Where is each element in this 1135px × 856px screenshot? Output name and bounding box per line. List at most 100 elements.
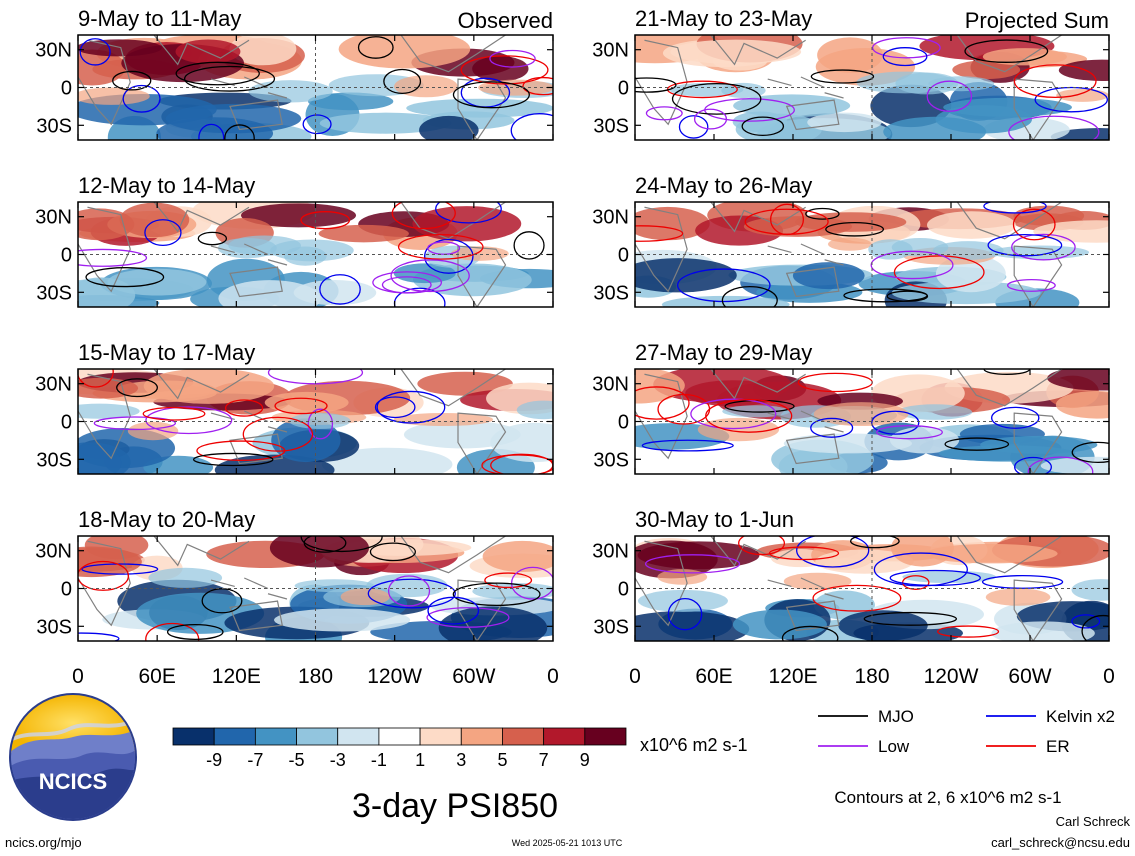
wave-contours (635, 202, 1076, 307)
legend-item: Low (818, 737, 910, 756)
ncics-logo: NCICS (9, 693, 137, 821)
lat-tick-label: 30S (36, 115, 72, 137)
lat-tick-label: 0 (61, 245, 72, 267)
panel-corner-label: Observed (458, 8, 553, 33)
lon-tick-label: 0 (1103, 665, 1115, 688)
lat-tick-label: 0 (618, 579, 629, 601)
lon-tick-label: 60W (1008, 665, 1051, 688)
colorbar-units: x10^6 m2 s-1 (640, 735, 748, 755)
map-panel: 30N 0 30S 15-May to 17-May (35, 340, 554, 475)
colorbar-label: 3 (456, 750, 466, 770)
psi850-anomaly-field (635, 369, 1109, 474)
colorbar-swatch (378, 727, 421, 746)
legend-label: ER (1046, 737, 1070, 756)
contour-legend: MJO Kelvin x2 Low ER (818, 707, 1115, 756)
colorbar-label: 1 (415, 750, 425, 770)
lat-tick-label: 30N (35, 541, 72, 563)
lon-tick-label: 120W (924, 665, 979, 688)
colorbar-swatch (254, 727, 297, 746)
colorbar-label: -7 (247, 750, 263, 770)
colorbar-label: -9 (206, 750, 222, 770)
coastlines (635, 536, 1063, 641)
lat-tick-label: 0 (61, 412, 72, 434)
lat-tick-label: 30N (35, 40, 72, 62)
lon-tick-label: 120W (367, 665, 422, 688)
wave-contours (78, 536, 553, 641)
colorbar-swatch (419, 727, 462, 746)
psi850-anomaly-field (635, 35, 1109, 140)
contour-note: Contours at 2, 6 x10^6 m2 s-1 (834, 788, 1061, 807)
wave-contours (79, 36, 553, 140)
logo-text: NCICS (39, 769, 107, 794)
legend-item: MJO (818, 707, 914, 726)
lat-tick-label: 30S (593, 282, 629, 304)
lat-tick-label: 30S (593, 616, 629, 638)
lat-tick-label: 30S (36, 282, 72, 304)
colorbar-label: 7 (539, 750, 549, 770)
lat-tick-label: 30S (593, 115, 629, 137)
lat-tick-label: 30S (36, 449, 72, 471)
map-panel: 30N 0 30S 9-May to 11-May Observed (35, 6, 554, 141)
psi850-anomaly-field (635, 202, 1109, 307)
psi850-anomaly-field (635, 536, 1109, 641)
coastlines (78, 369, 507, 474)
panel-title: 9-May to 11-May (78, 6, 241, 31)
panel-title: 12-May to 14-May (78, 173, 255, 198)
legend-item: Kelvin x2 (986, 707, 1115, 726)
panel-grid: 30N 0 30S 9-May to 11-May Observed 30N 0 30S 12-… (35, 6, 1110, 642)
map-panel: 30N 0 30S 21-May to 23-May Projected Sum (592, 6, 1110, 141)
lat-tick-label: 30S (36, 616, 72, 638)
panel-title: 30-May to 1-Jun (635, 507, 794, 532)
chart-title: 3-day PSI850 (352, 787, 558, 825)
site-link[interactable]: ncics.org/mjo (5, 835, 82, 850)
lat-tick-label: 0 (618, 78, 629, 100)
legend-label: Low (878, 737, 910, 756)
wave-contours (635, 369, 1109, 474)
lon-tick-label: 120E (212, 665, 261, 688)
coastlines (78, 202, 507, 307)
lat-tick-label: 30N (35, 374, 72, 396)
map-panel: 30N 0 30S 18-May to 20-May (35, 507, 554, 642)
coastlines (635, 35, 1063, 140)
psi850-anomaly-field (78, 202, 553, 307)
psi850-anomaly-field (78, 35, 553, 140)
colorbar-label: -5 (289, 750, 305, 770)
panel-title: 21-May to 23-May (635, 6, 812, 31)
legend-label: Kelvin x2 (1046, 707, 1115, 726)
colorbar-swatch (543, 727, 586, 746)
lon-tick-label: 60W (452, 665, 495, 688)
colorbar-label: -3 (330, 750, 346, 770)
lat-tick-label: 0 (61, 579, 72, 601)
wave-contours (635, 37, 1108, 140)
coastlines (635, 202, 1063, 307)
wave-contours (78, 202, 545, 307)
colorbar-swatch (337, 727, 380, 746)
lat-tick-label: 30S (593, 449, 629, 471)
lon-tick-label: 180 (854, 665, 889, 688)
lat-tick-label: 30N (35, 207, 72, 229)
coastlines (635, 369, 1063, 474)
lat-tick-label: 30N (592, 374, 629, 396)
lon-tick-label: 120E (768, 665, 817, 688)
colorbar-label: 9 (580, 750, 590, 770)
lat-tick-label: 30N (592, 207, 629, 229)
panel-title: 24-May to 26-May (635, 173, 812, 198)
lat-tick-label: 0 (61, 78, 72, 100)
timestamp: Wed 2025-05-21 1013 UTC (512, 838, 623, 848)
lat-tick-label: 0 (618, 245, 629, 267)
lon-tick-label: 0 (72, 665, 84, 688)
colorbar-swatch (460, 727, 503, 746)
legend-label: MJO (878, 707, 914, 726)
author-email[interactable]: carl_schreck@ncsu.edu (991, 835, 1130, 850)
map-panel: 30N 0 30S 24-May to 26-May (592, 173, 1110, 308)
colorbar-swatch (296, 727, 339, 746)
lon-tick-label: 60E (138, 665, 175, 688)
colorbar-label: 5 (497, 750, 507, 770)
legend-item: ER (986, 737, 1070, 756)
coastlines (78, 536, 507, 641)
x-axis-labels: 0 60E 120E 180 120W 60W 0 0 60E 120E 180 120W 60W 0 (72, 665, 1115, 688)
map-panel: 30N 0 30S 27-May to 29-May (592, 340, 1110, 475)
colorbar-swatch (213, 727, 256, 746)
psi850-anomaly-field (78, 536, 553, 641)
